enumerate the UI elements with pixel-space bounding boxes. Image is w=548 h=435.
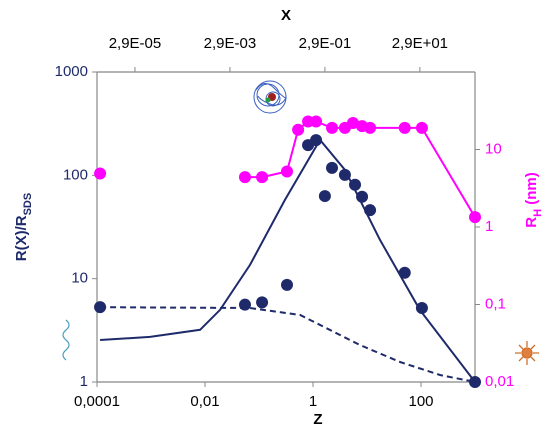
- micelle-icon: [515, 341, 539, 365]
- marker: [238, 171, 251, 184]
- x2-tick-label: 2,9E-01: [299, 35, 352, 52]
- polymer-globule-icon: [253, 80, 287, 114]
- x-tick-label: 1: [309, 393, 317, 410]
- x-tick-label: 0,01: [190, 393, 219, 410]
- polymer-chain-icon: [62, 319, 70, 361]
- marker: [94, 167, 107, 180]
- x2-tick-label: 2,9E-05: [109, 35, 162, 52]
- x2-axis-label: X: [281, 7, 291, 24]
- marker: [338, 168, 351, 181]
- y-tick-label: 1: [80, 373, 88, 390]
- x-tick-label: 100: [408, 393, 433, 410]
- marker: [292, 123, 305, 136]
- y-tick-label: 100: [63, 166, 88, 183]
- y-axis-label: R(X)/RSDS: [13, 193, 34, 261]
- y2-label-rest: (nm): [523, 172, 540, 209]
- x2-tick-label: 2,9E-03: [204, 35, 257, 52]
- marker: [469, 211, 481, 224]
- x2-tick-label: 2,9E+01: [392, 35, 448, 52]
- marker: [256, 171, 269, 184]
- marker: [94, 301, 107, 314]
- y2-tick-label: 1: [485, 218, 493, 235]
- y2-tick-label: 0,01: [485, 373, 514, 390]
- y2-tick-label: 10: [485, 140, 502, 157]
- y-label-sub: SDS: [22, 193, 34, 216]
- marker: [356, 190, 369, 203]
- marker: [280, 278, 293, 291]
- marker: [256, 296, 269, 309]
- y-tick-label: 10: [71, 270, 88, 287]
- marker: [415, 302, 428, 315]
- marker: [364, 204, 377, 217]
- series-line: [100, 306, 476, 383]
- marker: [469, 376, 481, 388]
- y2-label-main: R: [523, 217, 540, 228]
- marker: [415, 121, 428, 134]
- series-line: [100, 138, 476, 383]
- y2-tick-label: 0,1: [485, 295, 506, 312]
- marker: [310, 134, 323, 147]
- marker: [280, 165, 293, 178]
- marker: [398, 121, 411, 134]
- y-label-main: R(X)/R: [13, 215, 30, 261]
- x-axis-label: Z: [313, 411, 322, 428]
- marker: [238, 298, 251, 311]
- marker: [318, 190, 331, 203]
- x-tick-label: 0,0001: [74, 393, 120, 410]
- marker: [326, 161, 339, 174]
- marker: [326, 121, 339, 134]
- marker: [310, 115, 323, 128]
- marker: [346, 116, 359, 129]
- y-tick-label: 1000: [55, 63, 88, 80]
- y2-axis-label: RH (nm): [523, 172, 544, 227]
- marker: [364, 121, 377, 134]
- y2-label-sub: H: [532, 209, 544, 217]
- marker: [398, 266, 411, 279]
- marker: [349, 178, 362, 191]
